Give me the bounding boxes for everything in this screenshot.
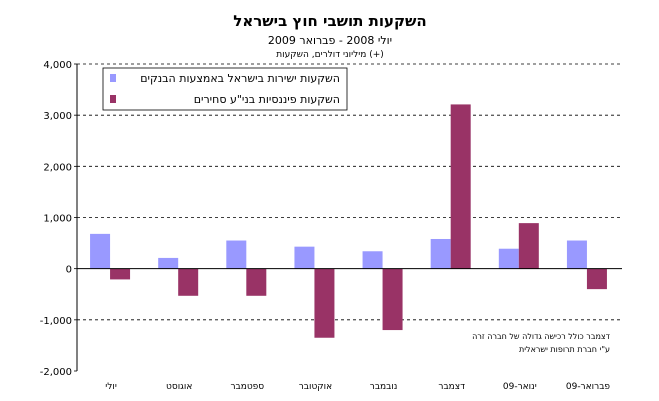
bar-direct	[362, 251, 383, 269]
x-tick-label: פברואר-09	[566, 382, 611, 392]
chart-subtitle: יולי 2008 - פברואר 2009	[268, 34, 392, 47]
bar-financial	[314, 268, 335, 338]
bar-direct	[430, 238, 451, 269]
annotation-line-1: דצמבר כולל רכישה גדולה של חברה זרה	[472, 332, 610, 341]
y-tick-label: -1,000	[40, 316, 72, 327]
legend-swatch-direct	[110, 74, 116, 82]
bar-financial	[518, 223, 539, 269]
bar-financial	[246, 268, 267, 296]
chart-title: השקעות תושבי חוץ בישראל	[233, 12, 426, 30]
bar-financial	[382, 268, 403, 331]
legend-label-direct: השקעות ישירות בישראל באמצעות הבנקים	[140, 72, 340, 85]
bar-financial	[450, 104, 471, 269]
x-tick-label: אוגוסט	[166, 382, 192, 392]
legend-swatch-financial	[110, 95, 116, 103]
x-tick-label: ספטמבר	[230, 382, 264, 392]
x-tick-label: נובמבר	[370, 382, 398, 392]
annotation: דצמבר כולל רכישה גדולה של חברה זרה ע"י ח…	[472, 332, 610, 354]
bars	[90, 104, 607, 338]
bar-direct	[498, 248, 519, 269]
y-tick-label: 4,000	[43, 60, 72, 71]
x-tick-label: יולי	[105, 382, 117, 392]
bar-direct	[294, 246, 315, 269]
x-tick-label: אוקטובר	[299, 382, 332, 392]
x-tick-label: ינואר-09	[503, 382, 537, 392]
y-tick-label: 0	[66, 265, 72, 276]
x-tick-label: דצמבר	[438, 382, 465, 392]
gridlines	[77, 63, 622, 321]
y-tick-label: 2,000	[43, 162, 72, 173]
y-axis-label: מיליוני דולרים, השקעות (+)	[276, 50, 384, 60]
x-tick-labels: יולי אוגוסט ספטמבר אוקטובר נובמבר דצמבר ינואר-…	[105, 382, 610, 392]
legend-box	[102, 67, 348, 111]
bar-direct	[158, 257, 179, 269]
y-tick-label: 1,000	[43, 214, 72, 225]
bar-financial	[110, 268, 131, 280]
bar-financial	[586, 268, 607, 290]
bar-financial	[178, 268, 199, 296]
legend: השקעות ישירות בישראל באמצעות הבנקים השקע…	[102, 67, 348, 111]
legend-label-financial: השקעות פיננסיות בני"ע סחירים	[194, 93, 340, 106]
bar-direct	[566, 240, 587, 269]
y-tick-label: 3,000	[43, 111, 72, 122]
y-tick-label: -2,000	[40, 367, 72, 378]
y-tick-labels: -2,000 -1,000 0 1,000 2,000 3,000 4,000	[40, 60, 77, 378]
bar-direct	[90, 233, 111, 269]
bar-direct	[226, 240, 247, 269]
annotation-line-2: ע"י חברת תרופות ישראלית	[519, 345, 610, 354]
